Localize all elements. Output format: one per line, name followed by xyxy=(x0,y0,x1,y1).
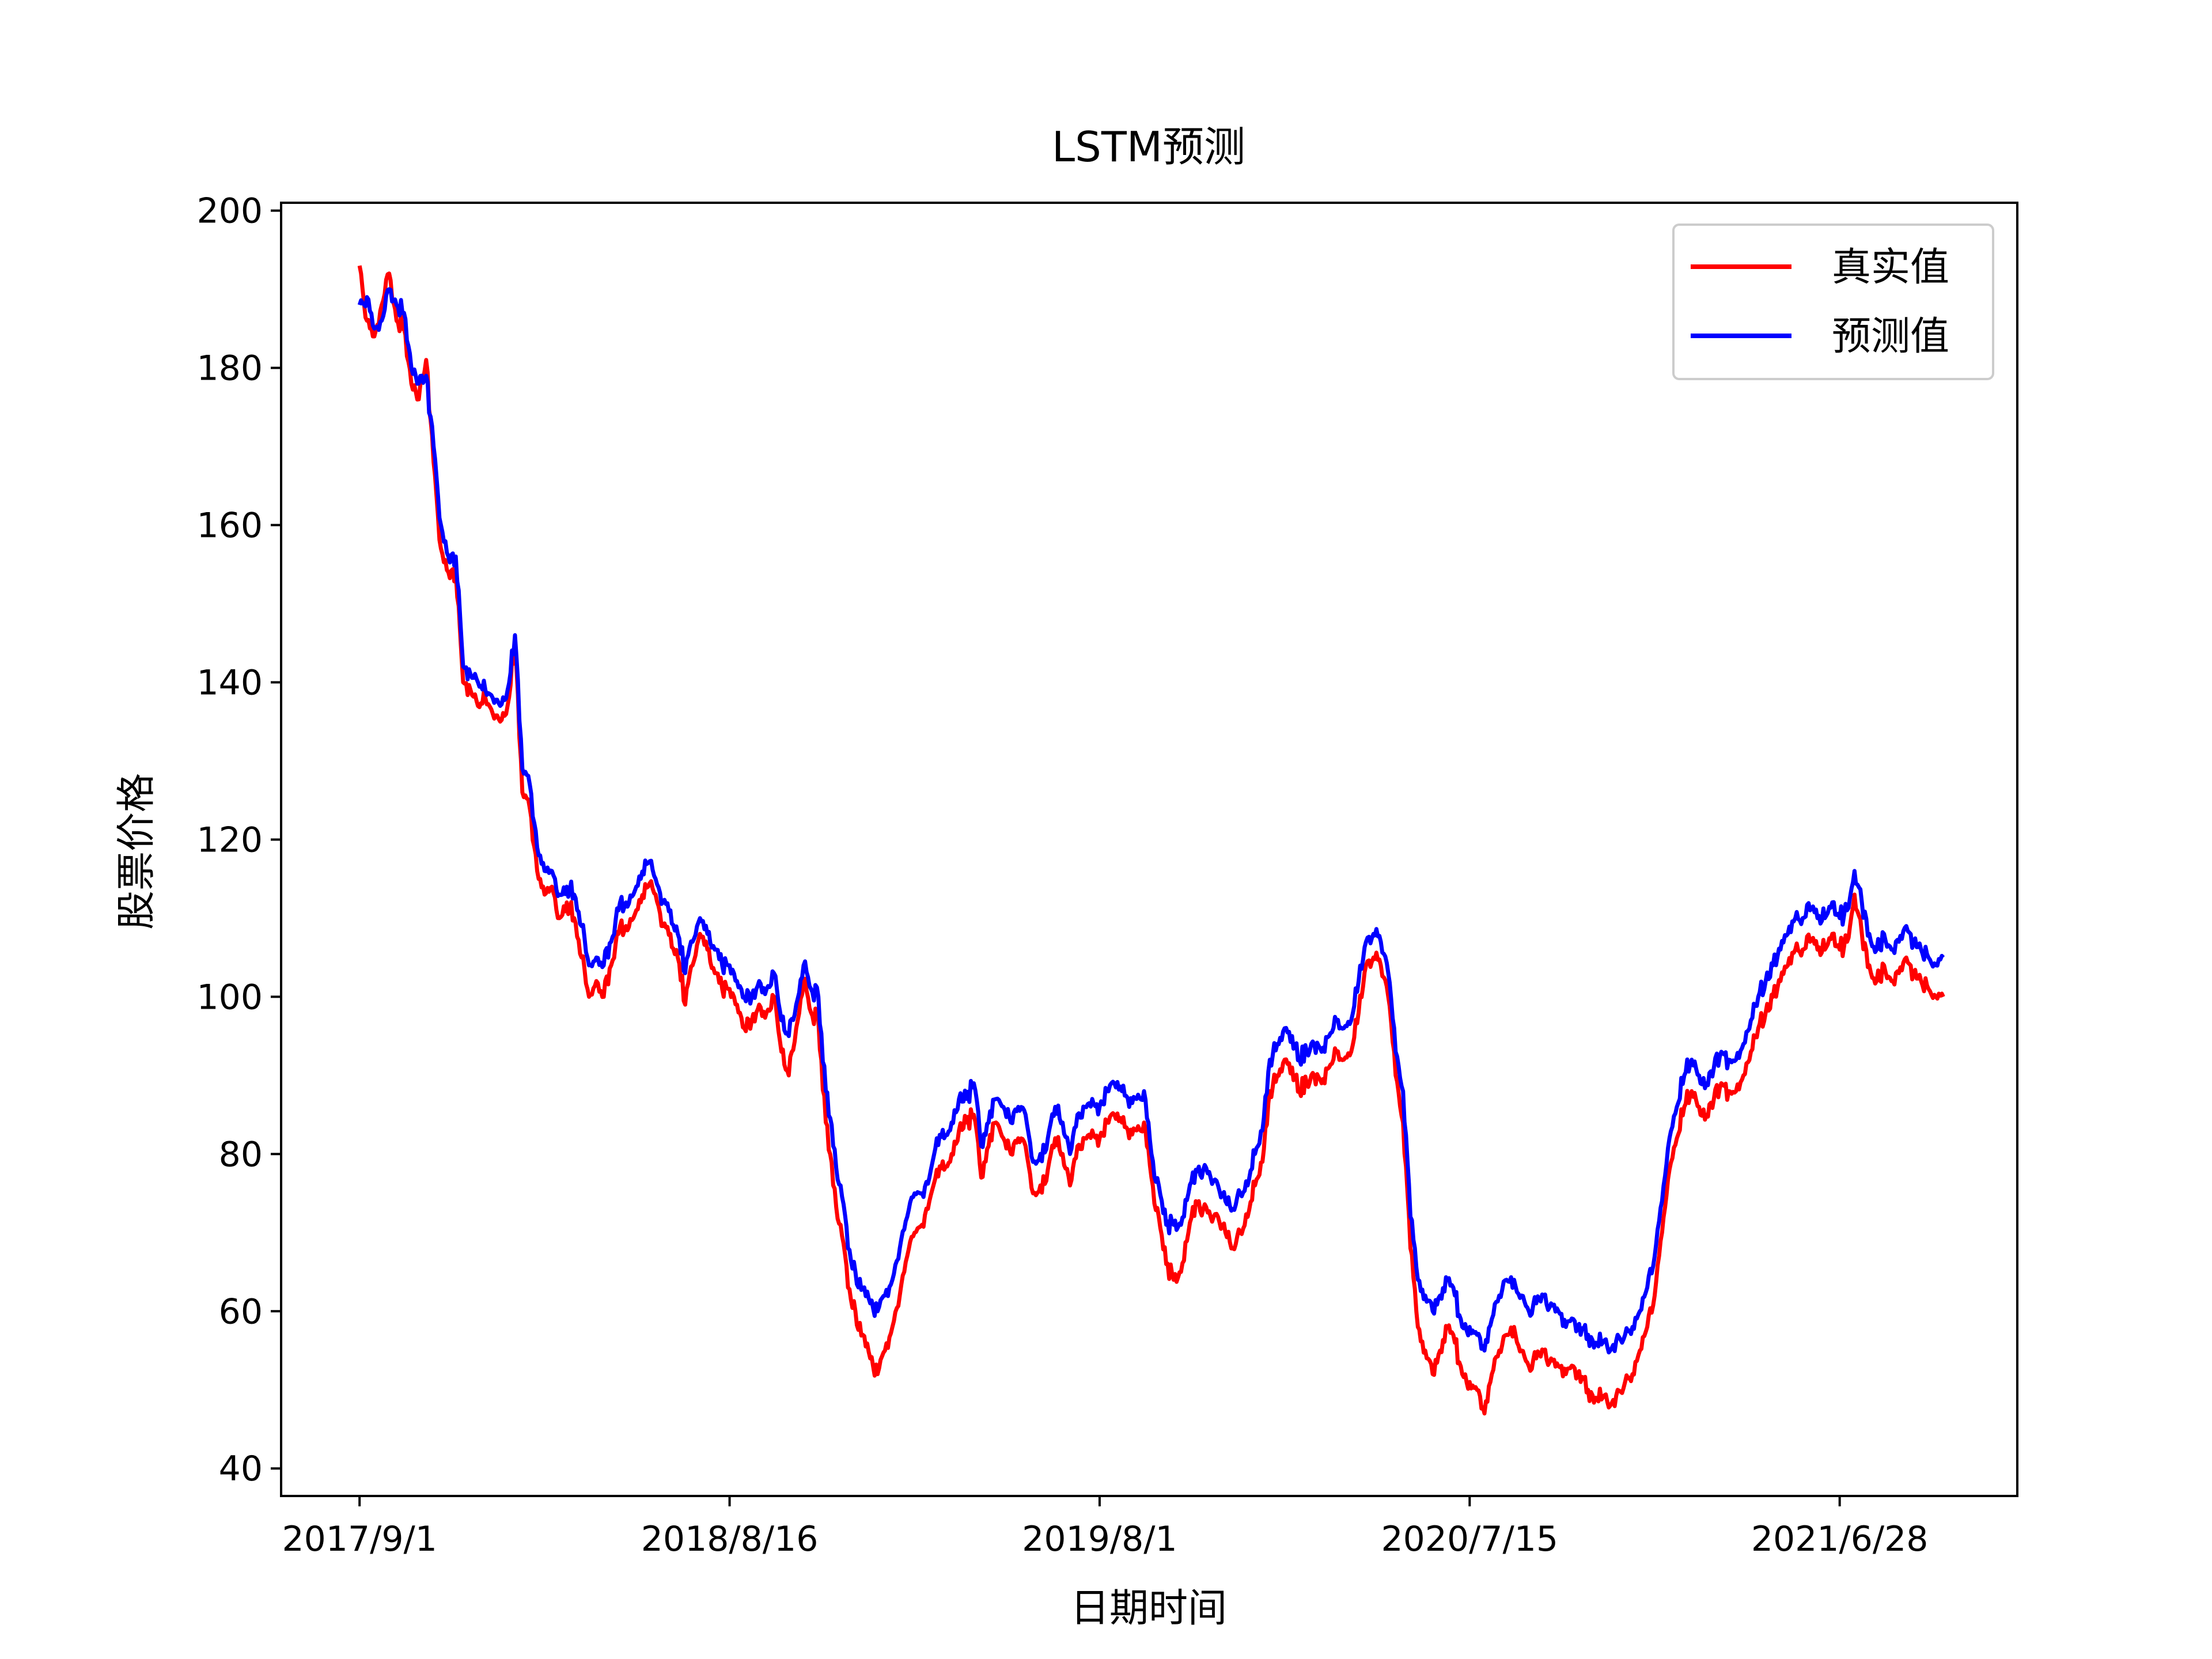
x-axis-title: 日期时间 xyxy=(1070,1586,1227,1631)
legend-box xyxy=(1672,224,1994,380)
plot-frame xyxy=(280,202,2018,1497)
y-axis-title: 股票价格 xyxy=(114,773,160,930)
y-tick-label: 180 xyxy=(196,349,263,389)
series-layer xyxy=(357,265,1945,1416)
x-tick-label: 2021/6/28 xyxy=(1751,1519,1929,1559)
y-tick-label: 160 xyxy=(196,506,263,546)
chart-title: LSTM预测 xyxy=(1052,123,1245,171)
x-tick-label: 2017/9/1 xyxy=(282,1519,437,1559)
legend-label-real: 真实值 xyxy=(1832,245,1949,290)
x-tick-label: 2018/8/16 xyxy=(641,1519,819,1559)
legend: 真实值 预测值 xyxy=(1672,224,1994,380)
y-tick-label: 100 xyxy=(196,977,263,1017)
y-tick-label: 200 xyxy=(196,191,263,232)
y-tick-label: 80 xyxy=(219,1134,263,1175)
y-axis: 40 60 80 100 120 140 160 180 200 xyxy=(196,191,281,1489)
y-tick-label: 140 xyxy=(196,662,263,703)
y-tick-label: 120 xyxy=(196,820,263,860)
y-tick-label: 60 xyxy=(219,1291,263,1332)
legend-label-pred: 预测值 xyxy=(1832,314,1949,359)
series-line-pred xyxy=(357,287,1945,1355)
y-tick-label: 40 xyxy=(219,1449,263,1489)
x-axis: 2017/9/1 2018/8/16 2019/8/1 2020/7/15 2021/6… xyxy=(282,1496,1928,1559)
x-tick-label: 2019/8/1 xyxy=(1022,1519,1177,1559)
series-line-real xyxy=(357,265,1945,1416)
x-tick-label: 2020/7/15 xyxy=(1381,1519,1558,1559)
